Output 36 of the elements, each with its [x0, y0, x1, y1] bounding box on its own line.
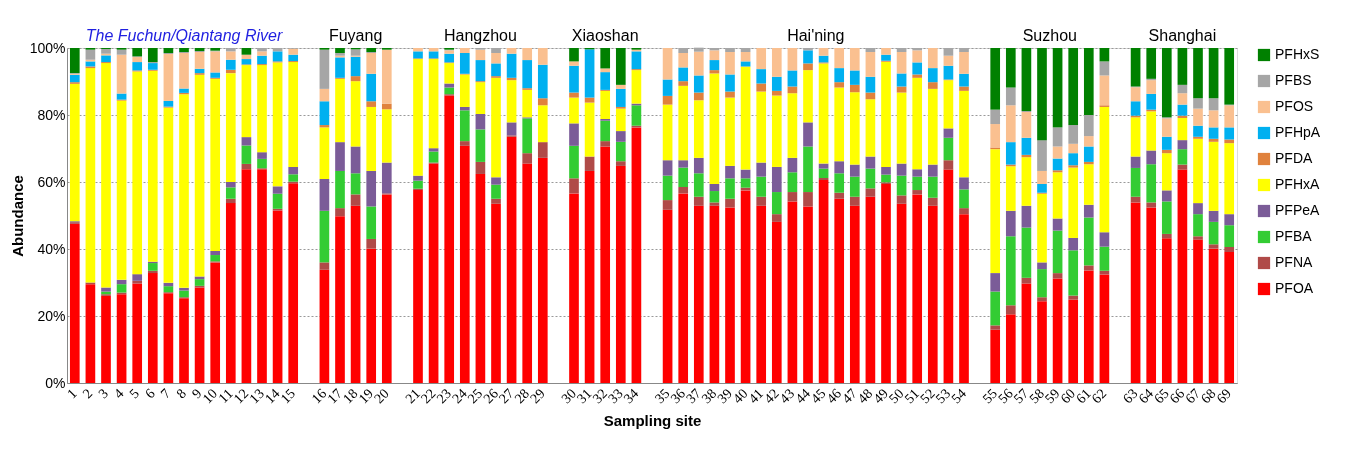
x-tick-label: 7 — [157, 385, 174, 402]
legend-label: PFHxA — [1275, 176, 1320, 192]
x-tick-label: 6 — [142, 385, 158, 402]
legend-label: PFOS — [1275, 98, 1314, 114]
text: Fuyang — [328, 27, 383, 44]
y-tick-label: 60% — [37, 173, 66, 190]
legend-label: PFDA — [1275, 150, 1313, 166]
x-tick-label: 8 — [173, 385, 189, 402]
legend-label: PFBS — [1275, 72, 1312, 88]
legend-label: PFBA — [1275, 228, 1313, 244]
text: Hai'ning — [787, 27, 845, 44]
x-tick-label: 5 — [126, 385, 143, 402]
y-tick-label: 80% — [37, 106, 66, 123]
legend-label: PFHpA — [1275, 124, 1321, 140]
legend-label: PFPeA — [1275, 202, 1321, 218]
x-tick-label: 40 — [730, 385, 751, 407]
text: Shanghai — [1148, 27, 1217, 44]
text: Suzhou — [1022, 27, 1077, 44]
x-tick-label: 48 — [854, 385, 876, 407]
y-tick-label: 20% — [37, 307, 66, 324]
x-tick-label: 1 — [64, 385, 80, 402]
y-tick-label: 100% — [29, 39, 66, 56]
y-tick-label: 40% — [37, 240, 66, 257]
x-tick-label: 3 — [95, 385, 111, 402]
x-tick-label: 4 — [110, 385, 127, 402]
y-axis-title: Abundance — [8, 175, 26, 257]
text: The Fuchun/Qiantang River — [85, 27, 283, 44]
x-tick-label: 20 — [371, 385, 392, 407]
x-axis-title: Sampling site — [603, 412, 702, 430]
legend-label: PFNA — [1275, 254, 1313, 270]
legend-label: PFOA — [1275, 280, 1314, 296]
y-tick-label: 0% — [45, 374, 66, 391]
text: Xiaoshan — [571, 27, 639, 44]
text: Hangzhou — [443, 27, 517, 44]
legend-label: PFHxS — [1275, 46, 1320, 62]
x-tick-label: 2 — [79, 385, 96, 402]
